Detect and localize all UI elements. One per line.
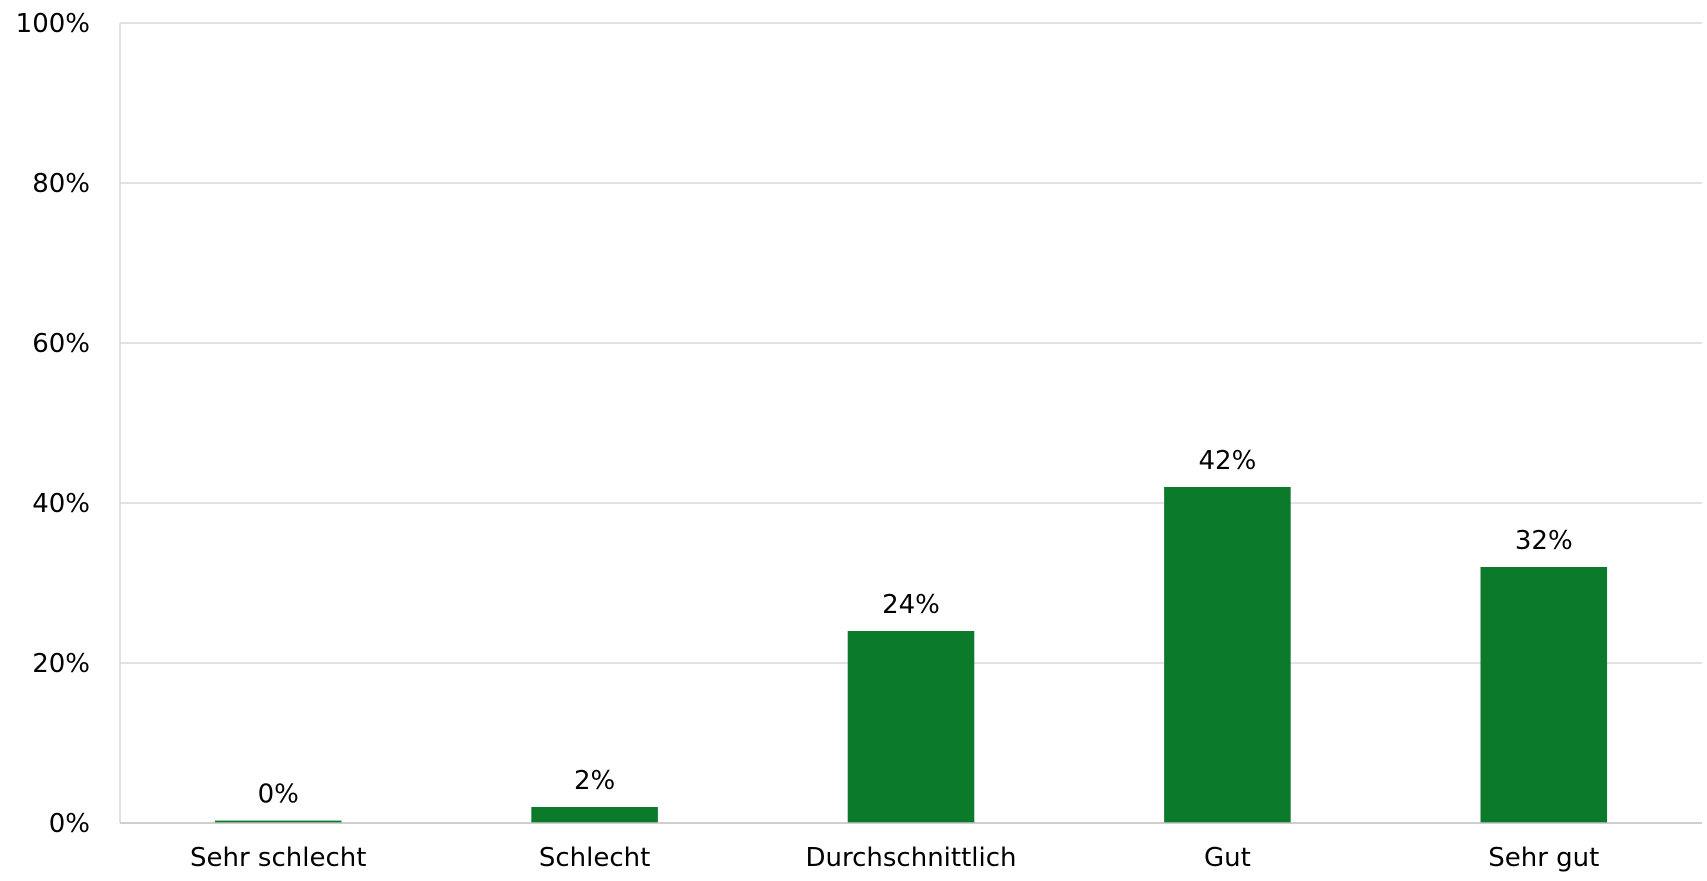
x-category-label: Schlecht <box>539 843 650 873</box>
bars <box>214 487 1608 823</box>
bar-data-label: 24% <box>882 590 940 620</box>
bar <box>531 807 658 823</box>
x-category-label: Gut <box>1204 843 1251 873</box>
x-category-label: Durchschnittlich <box>805 843 1016 873</box>
bar-data-label: 2% <box>574 766 615 796</box>
x-axis-categories: Sehr schlecht Schlecht Durchschnittlich Gut… <box>190 843 1599 873</box>
bar-data-label: 0% <box>258 780 299 810</box>
bar-data-label: 32% <box>1515 526 1573 556</box>
y-axis-ticks: 0% 20% 40% 60% 80% 100% <box>16 9 90 839</box>
y-tick-label: 80% <box>32 169 90 199</box>
y-tick-label: 0% <box>49 809 90 839</box>
y-tick-label: 20% <box>32 649 90 679</box>
y-tick-label: 40% <box>32 489 90 519</box>
x-category-label: Sehr schlecht <box>190 843 366 873</box>
x-category-label: Sehr gut <box>1488 843 1599 873</box>
gridlines <box>120 22 1702 664</box>
bar <box>1164 487 1291 823</box>
bar-data-label: 42% <box>1199 446 1257 476</box>
bar <box>1480 567 1608 823</box>
bar <box>847 631 975 823</box>
y-tick-label: 100% <box>16 9 90 39</box>
y-tick-label: 60% <box>32 329 90 359</box>
bar <box>214 820 342 823</box>
data-labels: 0% 2% 24% 42% 32% <box>258 446 1573 810</box>
